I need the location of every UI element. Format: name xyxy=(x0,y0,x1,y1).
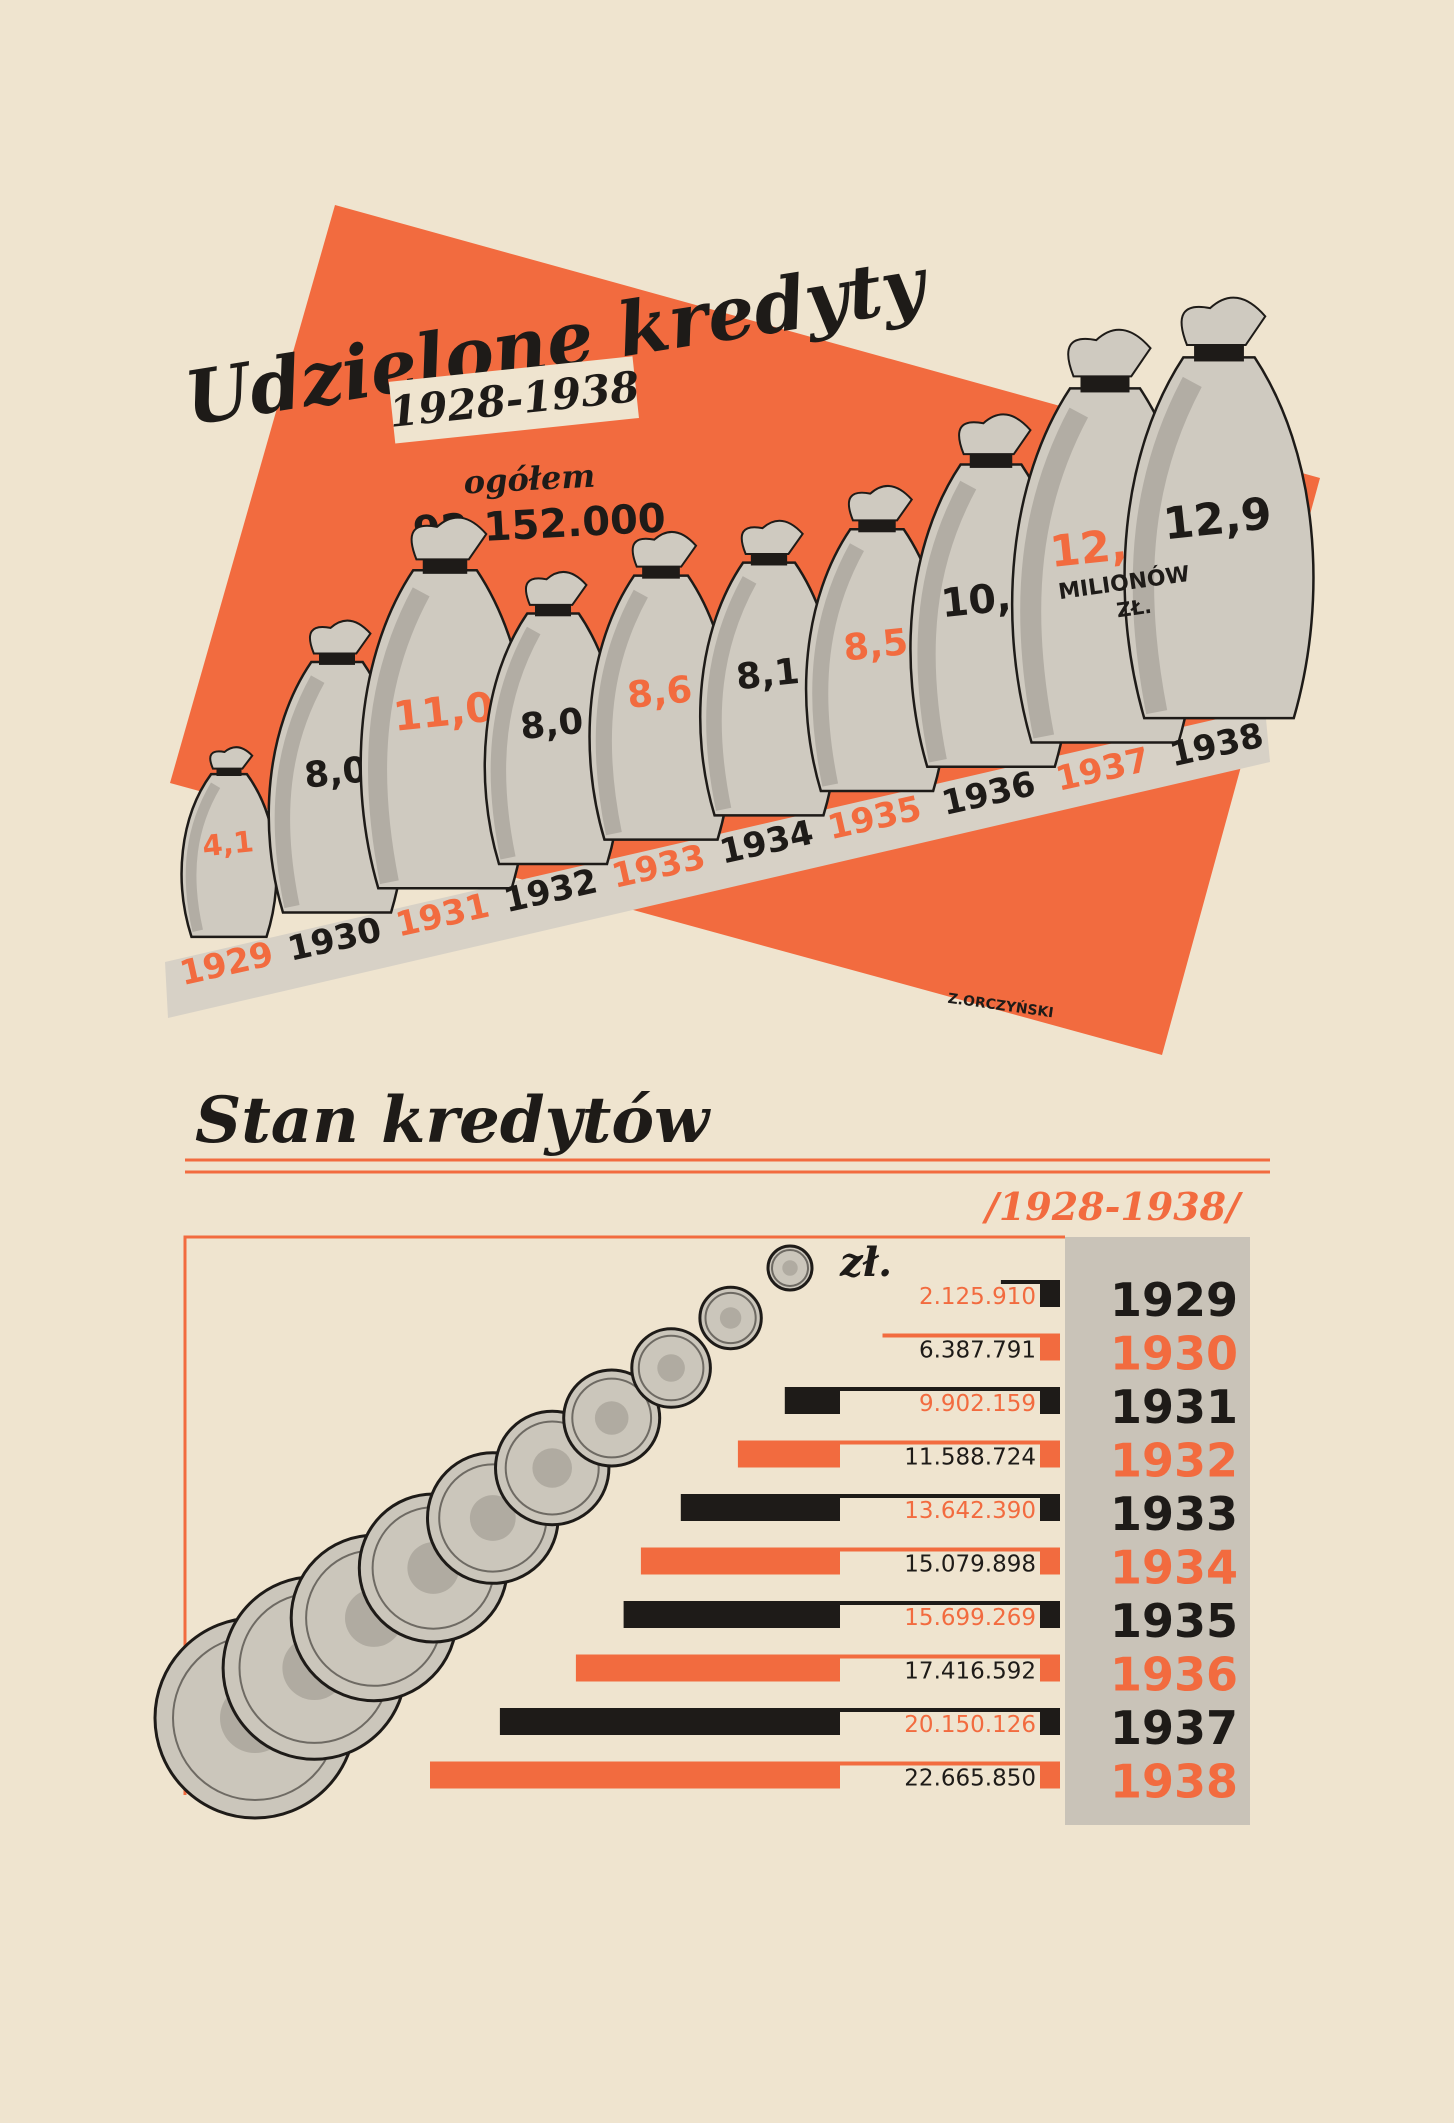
value-label-box xyxy=(840,1605,1040,1628)
coin-icon xyxy=(562,1368,662,1468)
unit-label: zł. xyxy=(839,1239,892,1286)
sacks-group: 4,18,011,0 8,08,6 8,18,510,312,6 12,9 xyxy=(180,296,1315,939)
value-label-box xyxy=(840,1551,1040,1575)
period-label: /1928-1938/ xyxy=(981,1184,1243,1229)
sack-bar: 11,0 xyxy=(359,516,531,890)
credit-value-label: 6.387.791 xyxy=(919,1338,1036,1364)
credit-value-label: 9.902.159 xyxy=(919,1391,1036,1417)
value-label-box xyxy=(840,1765,1040,1789)
credit-value-label: 17.416.592 xyxy=(904,1659,1036,1685)
year-column xyxy=(1065,1237,1250,1825)
year-label: 1931 xyxy=(1110,1380,1238,1434)
sack-bar: 12,9 xyxy=(1123,296,1315,720)
unit-label-line2: ZŁ. xyxy=(1115,594,1153,623)
credit-value-label: 20.150.126 xyxy=(904,1712,1036,1738)
value-label-box xyxy=(840,1658,1040,1682)
credit-value-label: 13.642.390 xyxy=(904,1498,1036,1524)
value-label-box xyxy=(840,1337,1040,1361)
value-label-box xyxy=(840,1444,1040,1468)
sack-value-label: 8,5 xyxy=(841,620,910,670)
value-label-box xyxy=(840,1712,1040,1735)
year-label: 1932 xyxy=(1110,1434,1238,1488)
credit-value-label: 2.125.910 xyxy=(919,1284,1036,1310)
sack-bar: 8,0 xyxy=(483,571,623,866)
credit-value-label: 15.699.269 xyxy=(904,1605,1036,1631)
chart-title: Stan kredytów xyxy=(195,1083,711,1158)
sack-bar: 4,1 xyxy=(180,746,278,939)
sack-value-label: 8,0 xyxy=(302,749,369,796)
year-label: 1938 xyxy=(1110,1755,1238,1809)
year-label: 1935 xyxy=(1110,1594,1238,1648)
year-label: 1936 xyxy=(1110,1648,1238,1702)
granted-credits-chart: Udzielone kredyty 1928-1938 ogółem 92.15… xyxy=(165,205,1320,1055)
sack-bar: 8,6 xyxy=(588,531,734,841)
chart-frame xyxy=(183,1235,1065,1795)
credit-value-label: 11.588.724 xyxy=(904,1445,1036,1471)
year-label: 1930 xyxy=(1110,1327,1238,1381)
year-label: 1929 xyxy=(1110,1273,1238,1327)
year-label: 1937 xyxy=(1110,1701,1238,1755)
coin-icon xyxy=(630,1327,712,1409)
sack-value-label: 12,9 xyxy=(1161,488,1274,550)
coin-icon xyxy=(698,1285,763,1351)
credit-value-label: 22.665.850 xyxy=(904,1766,1036,1792)
year-label: 1933 xyxy=(1110,1487,1238,1541)
year-labels: 1929 1930 1931 1932 1933 1934 1935 1936 1937 1938 xyxy=(176,716,1267,994)
sack-value-label: 11,0 xyxy=(391,683,496,741)
credit-balance-chart: Stan kredytów /1928-1938/ zł. 2.125.910 1… xyxy=(153,1083,1270,1825)
value-label-box xyxy=(840,1498,1040,1521)
total-label: ogółem xyxy=(463,457,596,502)
value-label-box xyxy=(840,1391,1040,1414)
year-label: 1934 xyxy=(1110,1541,1238,1595)
sack-value-label: 8,1 xyxy=(734,651,801,698)
sack-bar: 8,1 xyxy=(698,519,840,817)
sack-value-label: 4,1 xyxy=(201,824,256,863)
sack-value-label: 8,0 xyxy=(518,701,585,748)
value-label-box xyxy=(840,1284,1040,1307)
year-strip xyxy=(165,708,1270,1018)
sack-value-label: 8,6 xyxy=(625,667,694,717)
credit-value-label: 15.079.898 xyxy=(904,1552,1036,1578)
coins-group xyxy=(153,1244,814,1820)
sack-bar: 8,5 xyxy=(804,485,950,793)
coin-icon xyxy=(766,1244,814,1292)
